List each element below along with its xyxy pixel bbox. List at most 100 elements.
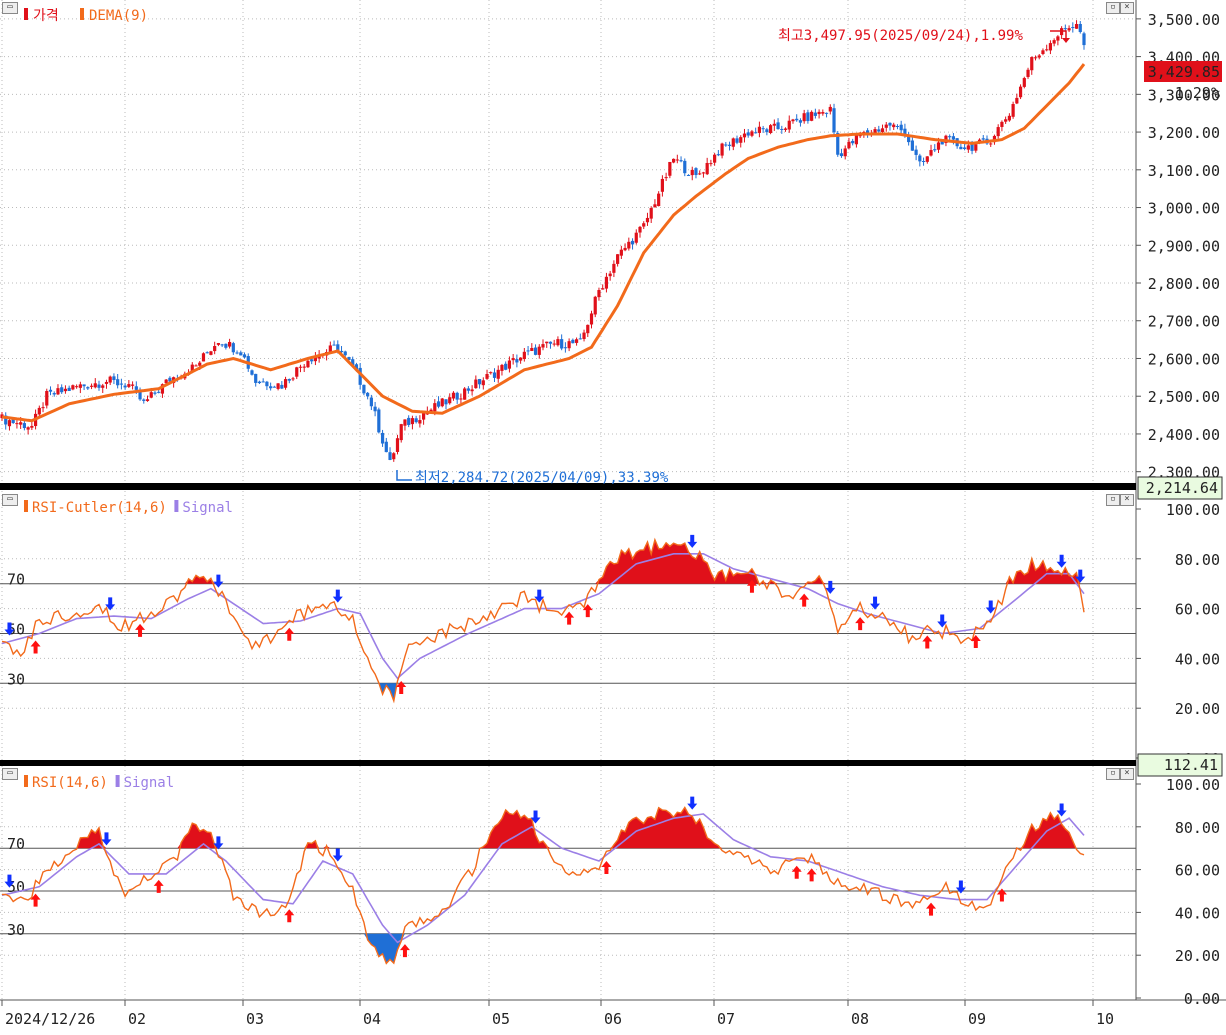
candle-body xyxy=(448,397,452,404)
candle-body xyxy=(362,384,366,394)
candle-body xyxy=(533,347,538,355)
candle-body xyxy=(4,415,8,425)
panel-separator-1 xyxy=(0,483,1136,490)
candle-body xyxy=(347,357,351,361)
candle-body xyxy=(649,208,653,219)
candle-body xyxy=(93,383,97,388)
sell-arrow-icon xyxy=(1056,554,1067,568)
candle-body xyxy=(515,359,519,363)
candle-body xyxy=(142,399,146,401)
buy-arrow-icon xyxy=(564,611,575,625)
candle-body xyxy=(22,423,26,429)
candle-body xyxy=(500,364,504,371)
candle-body xyxy=(537,346,541,355)
panel3-restore-icon[interactable]: ▫ xyxy=(1106,768,1120,780)
candle-body xyxy=(418,420,422,424)
rsi-cutler-tick-label: 40.00 xyxy=(1175,650,1220,668)
candle-body xyxy=(358,367,362,385)
candle-body xyxy=(866,130,870,135)
sell-arrow-icon xyxy=(213,574,224,588)
panel2-settings-icon[interactable]: ▭ xyxy=(2,494,18,506)
candle-body xyxy=(548,341,553,344)
candle-body xyxy=(168,377,172,382)
buy-arrow-icon xyxy=(926,902,937,916)
candle-body xyxy=(776,122,780,130)
candle-body xyxy=(608,273,612,277)
candle-body xyxy=(724,144,728,146)
candle-body xyxy=(780,128,784,130)
candle-body xyxy=(351,359,355,366)
panel2-close-icon[interactable]: × xyxy=(1120,494,1134,506)
candle-body xyxy=(459,398,463,400)
candle-body xyxy=(242,354,247,358)
candle-body xyxy=(574,339,579,343)
sell-arrow-icon xyxy=(4,874,15,888)
candle-body xyxy=(765,129,769,133)
candle-body xyxy=(37,407,41,415)
candle-body xyxy=(127,384,131,387)
buy-arrow-icon xyxy=(135,623,146,637)
x-tick-label: 05 xyxy=(492,1010,510,1028)
candle-body xyxy=(265,381,269,387)
candle-body xyxy=(328,345,332,353)
price-tick-label: 3,200.00 xyxy=(1148,124,1220,142)
candle-body xyxy=(257,381,262,384)
candle-body xyxy=(1041,50,1045,54)
candle-body xyxy=(907,134,911,143)
candle-body xyxy=(854,135,859,145)
candle-body xyxy=(395,438,400,452)
candle-body xyxy=(1067,28,1071,31)
candle-body xyxy=(477,379,482,385)
candle-body xyxy=(880,128,885,133)
price-tick-label: 2,400.00 xyxy=(1148,426,1220,444)
candle-body xyxy=(713,154,717,163)
candle-body xyxy=(791,119,795,122)
candle-body xyxy=(19,422,23,425)
candle-body xyxy=(589,313,594,325)
candle-body xyxy=(940,141,944,145)
price-tick-label: 3,100.00 xyxy=(1148,162,1220,180)
candle-body xyxy=(522,351,526,360)
candle-body xyxy=(298,366,303,368)
panel3-close-icon[interactable]: × xyxy=(1120,768,1134,780)
candle-body xyxy=(716,154,720,156)
panel1-settings-icon[interactable]: ▭ xyxy=(2,2,18,14)
candle-body xyxy=(104,381,109,384)
candle-body xyxy=(653,204,657,208)
candle-body xyxy=(213,346,217,352)
candle-body xyxy=(71,385,75,390)
candle-body xyxy=(504,363,508,370)
candle-body xyxy=(63,388,68,392)
rsi-cutler-tick-label: 60.00 xyxy=(1175,601,1220,619)
candle-body xyxy=(519,357,523,361)
candle-body xyxy=(26,427,30,430)
candle-body xyxy=(384,441,388,453)
price-tick-label: 3,500.00 xyxy=(1148,11,1220,29)
rsi-cross-markers xyxy=(4,796,1067,958)
candle-body xyxy=(1074,24,1079,29)
sell-arrow-icon xyxy=(213,836,224,850)
candle-body xyxy=(981,138,985,140)
panel3-settings-icon[interactable]: ▭ xyxy=(2,768,18,780)
panel2-restore-icon[interactable]: ▫ xyxy=(1106,494,1120,506)
candle-body xyxy=(492,372,497,378)
candle-body xyxy=(280,384,284,389)
candle-body xyxy=(444,399,448,405)
candle-body xyxy=(735,138,739,143)
candle-body xyxy=(336,344,340,351)
candle-body xyxy=(7,420,12,427)
candle-body xyxy=(757,126,761,133)
candle-body xyxy=(160,384,165,394)
candle-body xyxy=(795,118,799,121)
panel1-close-icon[interactable]: × xyxy=(1120,2,1134,14)
panel3-axis-value-label: 112.41 xyxy=(1164,756,1218,774)
candle-body xyxy=(429,409,433,412)
candle-body xyxy=(877,129,881,132)
candle-body xyxy=(1000,121,1004,127)
sell-arrow-icon xyxy=(825,580,836,594)
candle-body xyxy=(227,341,232,347)
candle-body xyxy=(727,144,732,146)
panel1-restore-icon[interactable]: ▫ xyxy=(1106,2,1120,14)
sell-arrow-icon xyxy=(955,880,966,894)
candle-body xyxy=(250,370,254,375)
